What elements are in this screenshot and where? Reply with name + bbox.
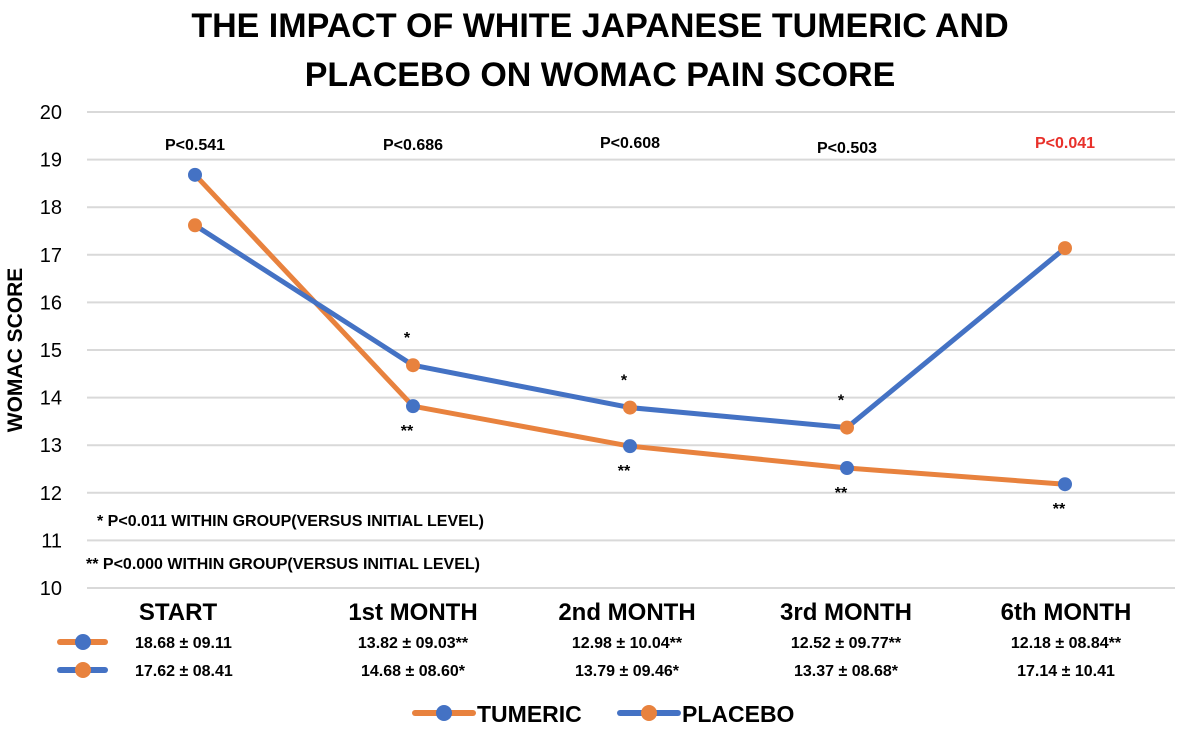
gridlines	[87, 111, 1175, 589]
y-tick-label: 20	[40, 102, 62, 124]
significance-marker: **	[835, 485, 848, 502]
table-cell: 18.68 ± 09.11	[135, 635, 232, 652]
table-cell: 13.82 ± 09.03**	[358, 635, 469, 652]
y-axis-label: WOMAC SCORE	[4, 268, 27, 433]
data-point-placebo	[840, 420, 854, 435]
table-legend-key-marker	[75, 634, 91, 650]
y-tick-label: 13	[40, 435, 62, 457]
data-point-placebo	[1058, 241, 1072, 256]
significance-marker: *	[404, 330, 411, 347]
p-value-label: P<0.608	[600, 135, 660, 152]
p-value-label: P<0.541	[165, 137, 225, 154]
table-cell: 17.62 ± 08.41	[135, 663, 233, 680]
significance-markers: ***********	[401, 330, 1066, 518]
legend-key-marker	[436, 705, 452, 721]
data-point-placebo	[406, 358, 420, 373]
y-tick-label: 16	[40, 292, 62, 314]
p-value-label: P<0.041	[1035, 135, 1095, 152]
legend-label-placebo: PLACEBO	[682, 701, 794, 727]
y-axis-ticks: 10 11 12 13 14 15 16 17 18 19 20	[40, 102, 62, 600]
y-tick-label: 19	[40, 150, 62, 172]
x-category-label: 2nd MONTH	[558, 599, 695, 626]
table-cell: 12.52 ± 09.77**	[791, 635, 902, 652]
significance-marker: *	[621, 373, 628, 390]
series-lines	[188, 167, 1072, 492]
data-point-tumeric	[623, 439, 637, 454]
table-legend-key-marker	[75, 662, 91, 678]
x-category-label: 1st MONTH	[348, 599, 477, 626]
data-point-placebo	[623, 400, 637, 415]
data-point-tumeric	[1058, 477, 1072, 492]
significance-notes: * P<0.011 WITHIN GROUP(VERSUS INITIAL LE…	[86, 513, 484, 573]
note-double-star: ** P<0.000 WITHIN GROUP(VERSUS INITIAL L…	[86, 556, 480, 573]
table-cell: 14.68 ± 08.60*	[361, 663, 466, 680]
data-point-tumeric	[188, 167, 202, 182]
significance-marker: *	[838, 393, 845, 410]
significance-marker: **	[618, 463, 631, 480]
p-value-label: P<0.503	[817, 140, 877, 157]
table-cell: 13.37 ± 08.68*	[794, 663, 899, 680]
data-point-tumeric	[406, 399, 420, 414]
data-point-placebo	[188, 218, 202, 233]
y-tick-label: 14	[40, 388, 62, 410]
y-tick-label: 17	[40, 245, 62, 267]
series-line-tumeric	[193, 173, 1066, 487]
significance-marker: **	[1053, 501, 1066, 518]
legend-label-tumeric: TUMERIC	[477, 701, 582, 727]
table-cell: 13.79 ± 09.46*	[575, 663, 680, 680]
legend: TUMERIC PLACEBO	[412, 701, 794, 727]
significance-marker: **	[401, 423, 414, 440]
chart-title: THE IMPACT OF WHITE JAPANESE TUMERIC AND…	[191, 7, 1008, 94]
y-tick-label: 10	[40, 578, 62, 600]
data-table: 18.68 ± 09.11 13.82 ± 09.03** 12.98 ± 10.0…	[57, 634, 1122, 680]
chart-title-line-1: THE IMPACT OF WHITE JAPANESE TUMERIC AND	[191, 7, 1008, 45]
y-tick-label: 11	[41, 530, 62, 552]
chart-title-line-2: PLACEBO ON WOMAC PAIN SCORE	[305, 56, 896, 94]
y-tick-label: 15	[40, 340, 62, 362]
table-cell: 12.98 ± 10.04**	[572, 635, 683, 652]
table-cell: 17.14 ± 10.41	[1017, 663, 1115, 680]
x-category-label: 3rd MONTH	[780, 599, 912, 626]
legend-key-marker	[641, 705, 657, 721]
data-point-tumeric	[840, 461, 854, 476]
y-tick-label: 18	[40, 197, 62, 219]
p-value-label: P<0.686	[383, 137, 443, 154]
note-single-star: * P<0.011 WITHIN GROUP(VERSUS INITIAL LE…	[97, 513, 484, 530]
p-value-labels: P<0.541 P<0.686 P<0.608 P<0.503 P<0.041	[165, 135, 1095, 157]
table-cell: 12.18 ± 08.84**	[1011, 635, 1122, 652]
x-category-label: 6th MONTH	[1001, 599, 1132, 626]
y-tick-label: 12	[40, 483, 62, 505]
x-category-label: START	[139, 599, 218, 626]
x-axis-categories: START 1st MONTH 2nd MONTH 3rd MONTH 6th MONT…	[139, 599, 1131, 626]
